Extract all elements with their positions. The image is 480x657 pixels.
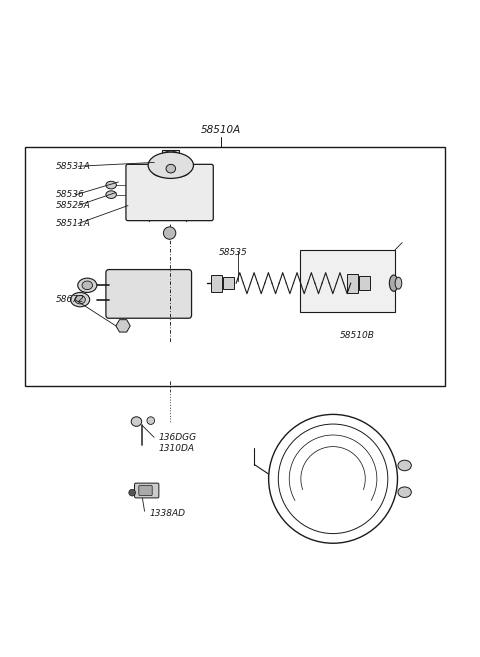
Text: 58510B: 58510B xyxy=(340,331,375,340)
Text: 1310DA: 1310DA xyxy=(159,444,195,453)
Ellipse shape xyxy=(389,275,398,291)
Circle shape xyxy=(129,489,135,496)
FancyBboxPatch shape xyxy=(106,269,192,318)
Bar xyxy=(211,275,222,292)
Ellipse shape xyxy=(75,296,85,304)
Text: 58511A: 58511A xyxy=(56,219,91,228)
Circle shape xyxy=(269,415,397,543)
Text: 58525A: 58525A xyxy=(56,201,91,210)
Ellipse shape xyxy=(71,292,90,307)
Ellipse shape xyxy=(106,181,116,189)
Bar xyxy=(300,250,395,312)
FancyBboxPatch shape xyxy=(126,164,213,221)
Ellipse shape xyxy=(147,417,155,424)
Ellipse shape xyxy=(106,191,116,198)
Ellipse shape xyxy=(82,281,93,290)
Ellipse shape xyxy=(161,151,181,164)
Ellipse shape xyxy=(166,164,176,173)
Ellipse shape xyxy=(153,167,189,177)
Bar xyxy=(25,147,445,386)
Bar xyxy=(162,150,180,169)
Text: 1338AD: 1338AD xyxy=(149,509,185,518)
Text: 58672: 58672 xyxy=(56,296,85,304)
Text: 58536: 58536 xyxy=(56,191,85,199)
Text: 136DGG: 136DGG xyxy=(159,433,197,442)
Circle shape xyxy=(278,424,388,533)
Ellipse shape xyxy=(131,417,142,426)
Bar xyxy=(360,276,370,290)
Circle shape xyxy=(163,227,176,239)
FancyBboxPatch shape xyxy=(139,486,152,495)
Ellipse shape xyxy=(395,277,402,289)
Ellipse shape xyxy=(398,487,411,497)
Text: 58535: 58535 xyxy=(218,248,247,257)
Ellipse shape xyxy=(398,460,411,470)
Text: 58531A: 58531A xyxy=(56,162,91,171)
Ellipse shape xyxy=(148,152,193,179)
Bar xyxy=(348,273,358,293)
FancyBboxPatch shape xyxy=(134,483,159,498)
Text: 58510A: 58510A xyxy=(201,125,241,135)
Ellipse shape xyxy=(78,278,97,292)
Bar xyxy=(223,277,234,289)
